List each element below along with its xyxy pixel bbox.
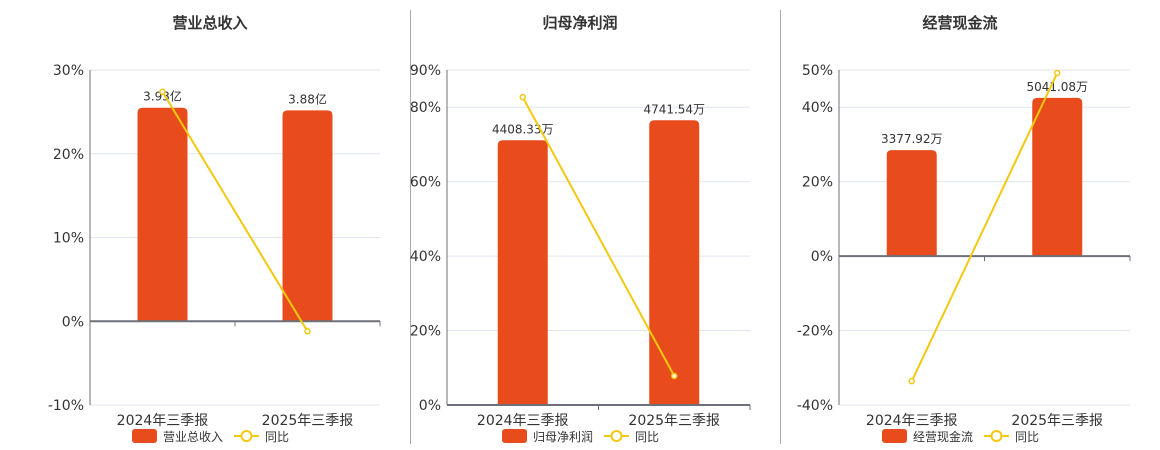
- x-tick-label: 2024年三季报: [477, 413, 569, 429]
- bar-data-label: 3.88亿: [288, 91, 327, 106]
- legend-line-label: 同比: [635, 430, 659, 444]
- y-tick-label: 50%: [802, 63, 833, 79]
- legend-bar-label: 归母净利润: [533, 430, 593, 444]
- y-tick-label: -20%: [797, 324, 833, 340]
- bar-data-label: 4408.33万: [492, 122, 554, 136]
- yoy-line: [161, 91, 309, 332]
- legend-bar-swatch: [882, 429, 907, 443]
- chart-title: 营业总收入: [172, 14, 247, 32]
- bar: [137, 107, 188, 322]
- bar: [886, 150, 937, 257]
- panel-divider: [410, 10, 411, 444]
- yoy-line: [521, 96, 676, 377]
- yoy-point: [908, 377, 915, 385]
- y-tick-label: 20%: [53, 147, 84, 163]
- bar: [1032, 97, 1083, 257]
- x-tick-label: 2025年三季报: [262, 413, 354, 429]
- legend-bar-label: 经营现金流: [913, 429, 973, 444]
- legend-bar-swatch: [502, 429, 527, 443]
- legend-line-marker: [610, 430, 623, 442]
- legend-bar-label: 营业总收入: [163, 430, 223, 444]
- y-tick-label: 40%: [802, 100, 833, 116]
- chart-title: 经营现金流: [922, 14, 997, 32]
- yoy-point: [304, 328, 311, 335]
- legend-line-label: 同比: [1015, 430, 1039, 444]
- y-tick-label: -10%: [48, 398, 84, 414]
- panel-divider: [780, 10, 781, 444]
- bar: [282, 110, 333, 322]
- y-tick-label: 60%: [410, 175, 441, 191]
- yoy-point: [671, 372, 678, 380]
- y-tick-label: 80%: [410, 100, 441, 116]
- yoy-point: [1054, 69, 1061, 77]
- bar: [497, 140, 548, 406]
- legend-bar-swatch: [132, 429, 157, 443]
- y-tick-label: 10%: [53, 231, 84, 247]
- y-tick-label: 20%: [802, 175, 833, 191]
- legend-line-label: 同比: [265, 430, 289, 444]
- bar: [649, 120, 700, 405]
- chart-title: 归母净利润: [542, 14, 617, 32]
- legend-line-marker: [990, 430, 1003, 442]
- x-tick-label: 2024年三季报: [117, 413, 209, 429]
- bar-data-label: 4741.54万: [643, 102, 705, 116]
- x-tick-label: 2025年三季报: [1011, 413, 1103, 429]
- y-tick-label: 0%: [419, 398, 441, 414]
- legend-line-marker: [240, 430, 253, 442]
- y-tick-label: 30%: [53, 63, 84, 79]
- bar-data-label: 3377.92万: [881, 132, 943, 146]
- y-tick-label: 0%: [62, 314, 84, 330]
- x-tick-label: 2024年三季报: [866, 413, 958, 429]
- y-tick-label: 40%: [410, 249, 441, 265]
- yoy-point: [159, 88, 166, 96]
- bar-data-label: 5041.08万: [1026, 80, 1088, 94]
- y-tick-label: 0%: [811, 249, 833, 265]
- y-tick-label: 20%: [410, 324, 441, 340]
- x-tick-label: 2025年三季报: [628, 413, 720, 429]
- y-tick-label: 90%: [410, 63, 441, 79]
- yoy-line: [910, 72, 1059, 382]
- bar-data-label: 3.93亿: [143, 89, 182, 104]
- y-tick-label: -40%: [797, 398, 833, 414]
- yoy-point: [519, 93, 526, 101]
